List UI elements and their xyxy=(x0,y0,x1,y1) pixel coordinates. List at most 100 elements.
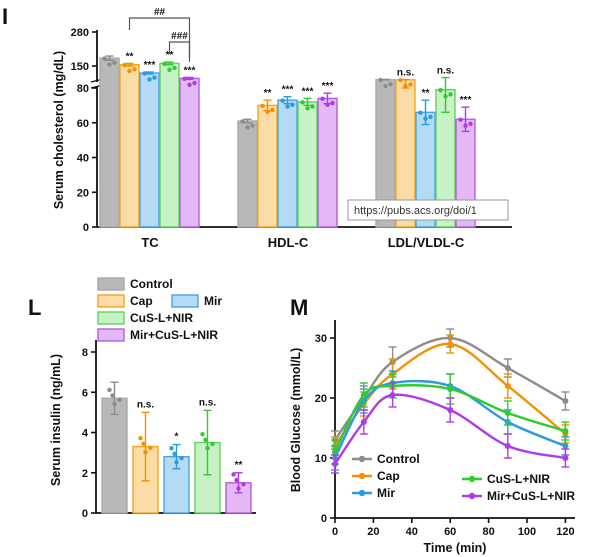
panel-letter-I: I xyxy=(2,4,8,29)
bar-hdlc-2 xyxy=(277,99,298,228)
y-tick-label: 6 xyxy=(82,387,88,399)
significance-label: ** xyxy=(126,51,134,62)
legend-label: Mir xyxy=(377,486,395,500)
data-point xyxy=(468,121,473,127)
data-point xyxy=(112,60,117,65)
legend-label: Cap xyxy=(130,294,153,308)
y-tick-label: 10 xyxy=(315,453,327,465)
data-point xyxy=(250,123,255,128)
significance-label: n.s. xyxy=(137,399,154,410)
data-point xyxy=(260,103,265,108)
bar-tc-4 xyxy=(179,77,200,228)
data-point xyxy=(236,486,241,491)
legend-marker xyxy=(468,475,476,483)
legend-label: Mir+CuS-L+NIR xyxy=(487,489,575,503)
data-point xyxy=(408,82,413,87)
bar-tc-3 xyxy=(159,62,180,228)
bar-hdlc-4 xyxy=(317,97,338,228)
bracket-label: ### xyxy=(171,31,188,42)
data-point xyxy=(360,419,367,425)
data-point xyxy=(378,77,383,83)
data-point xyxy=(205,445,210,451)
y-tick-label: 2 xyxy=(82,468,88,480)
data-point xyxy=(320,96,325,102)
bar-tc-2 xyxy=(139,72,160,228)
x-category-label: LDL/VLDL-C xyxy=(388,235,465,250)
data-point xyxy=(438,87,443,93)
bar-hdlc-1 xyxy=(257,104,278,228)
y-axis-title: Serum cholesterol (mg/dL) xyxy=(52,51,66,209)
y-tick-label: 20 xyxy=(315,393,327,405)
panel-letter-L: L xyxy=(28,295,41,320)
x-tick-label: 60 xyxy=(444,526,456,538)
series-line-4 xyxy=(334,393,566,465)
data-point xyxy=(138,435,143,441)
significance-label: n.s. xyxy=(199,397,216,408)
data-point xyxy=(562,398,569,404)
data-point xyxy=(562,443,569,449)
data-point xyxy=(110,393,115,398)
data-point xyxy=(152,75,157,80)
data-point xyxy=(132,67,137,72)
data-point xyxy=(174,460,179,465)
x-tick-label: 40 xyxy=(406,526,418,538)
data-point xyxy=(388,82,393,87)
bar-tc-0 xyxy=(99,57,120,228)
axis-break-gap xyxy=(91,82,511,87)
bar-tc-1 xyxy=(119,63,140,228)
y-tick-label: 30 xyxy=(315,333,327,345)
data-point xyxy=(162,61,167,66)
data-point xyxy=(562,428,569,434)
significance-label: n.s. xyxy=(437,66,454,77)
data-point xyxy=(332,461,338,467)
significance-bracket xyxy=(128,17,191,58)
x-tick-label: 20 xyxy=(367,526,379,538)
data-point xyxy=(504,365,511,371)
data-point xyxy=(265,109,270,114)
data-point xyxy=(122,62,127,68)
y-tick-label: 80 xyxy=(77,83,89,95)
data-point xyxy=(192,80,197,86)
data-point xyxy=(167,67,172,72)
url-watermark-box xyxy=(347,199,509,221)
data-point xyxy=(112,401,117,407)
data-point xyxy=(107,62,112,67)
data-point xyxy=(310,104,315,109)
significance-label: ** xyxy=(422,88,430,99)
x-tick-label: 100 xyxy=(518,526,536,538)
x-tick-label: 0 xyxy=(332,526,338,538)
data-point xyxy=(102,56,107,61)
data-point xyxy=(504,443,511,449)
data-point xyxy=(504,410,511,416)
significance-label: ** xyxy=(264,88,272,99)
data-point xyxy=(463,123,468,128)
data-point xyxy=(443,93,448,99)
significance-label: * xyxy=(175,432,179,443)
data-point xyxy=(231,472,236,477)
legend-marker xyxy=(358,489,366,497)
data-point xyxy=(107,387,112,393)
bar-hdlc-0 xyxy=(237,120,258,228)
bar-0 xyxy=(101,397,128,514)
data-point xyxy=(200,431,205,437)
legend-swatch xyxy=(97,277,125,291)
legend-label: CuS-L+NIR xyxy=(487,472,550,486)
legend-label: Mir xyxy=(204,294,222,308)
y-tick-label: 0 xyxy=(82,508,88,520)
data-point xyxy=(504,383,511,389)
data-point xyxy=(270,107,275,113)
significance-label: *** xyxy=(282,85,294,96)
legend-label: CuS-L+NIR xyxy=(130,311,193,325)
data-point xyxy=(234,477,239,483)
y-tick-label: 150 xyxy=(71,61,89,73)
series-line-3 xyxy=(333,384,566,453)
data-point xyxy=(423,116,428,121)
legend-label: Mir+CuS-L+NIR xyxy=(130,328,218,342)
data-point xyxy=(172,65,177,71)
data-point xyxy=(240,119,245,124)
significance-label: *** xyxy=(302,86,314,97)
data-point xyxy=(300,100,305,105)
y-tick-label: 60 xyxy=(77,118,89,130)
data-point xyxy=(280,98,285,103)
